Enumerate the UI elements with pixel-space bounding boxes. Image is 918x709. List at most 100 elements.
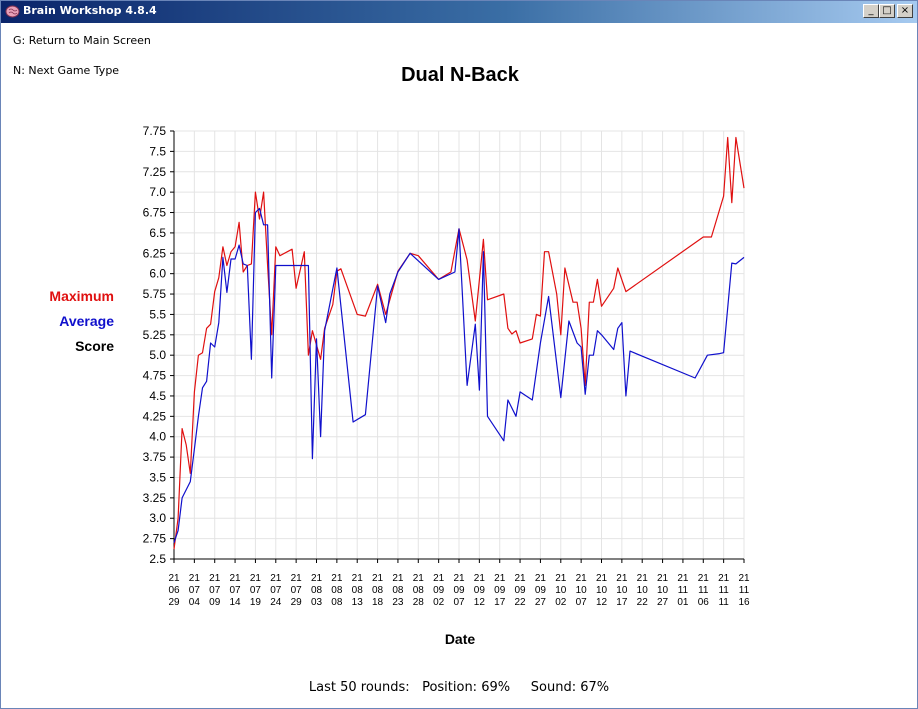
x-tick-label: 06 — [698, 597, 710, 608]
x-tick-label: 07 — [189, 585, 201, 596]
maximize-button[interactable]: □ — [879, 4, 895, 18]
x-tick-label: 21 — [596, 573, 608, 584]
x-tick-label: 09 — [535, 585, 547, 596]
y-tick-label: 3.75 — [143, 450, 167, 464]
x-tick-label: 07 — [270, 585, 282, 596]
x-tick-label: 09 — [433, 585, 445, 596]
y-tick-label: 6.25 — [143, 246, 167, 260]
y-tick-label: 7.25 — [143, 165, 167, 179]
x-tick-label: 21 — [453, 573, 465, 584]
x-tick-label: 02 — [555, 597, 567, 608]
x-tick-label: 21 — [291, 573, 303, 584]
y-axis: 2.5 2.75 3.0 3.25 3.5 3.75 4.0 4.25 4.5 4.75 5.0 5.… — [143, 124, 175, 566]
x-tick-label: 04 — [189, 597, 201, 608]
x-tick-label: 24 — [270, 597, 282, 608]
x-tick-label: 28 — [413, 597, 425, 608]
x-tick-label: 08 — [372, 585, 384, 596]
y-tick-label: 4.75 — [143, 369, 167, 383]
x-tick-label: 13 — [352, 597, 364, 608]
x-tick-label: 03 — [311, 597, 323, 608]
y-tick-label: 5.5 — [149, 307, 166, 321]
minimize-icon: _ — [868, 5, 874, 16]
x-tick-label: 21 — [392, 573, 404, 584]
x-tick-label: 06 — [168, 585, 180, 596]
x-tick-label: 12 — [474, 597, 486, 608]
chart-series — [173, 136, 745, 550]
x-tick-label: 11 — [739, 585, 750, 596]
y-tick-label: 2.5 — [149, 552, 166, 566]
x-tick-label: 11 — [718, 585, 729, 596]
x-tick-label: 19 — [250, 597, 262, 608]
chart-title: Dual N-Back — [401, 64, 520, 86]
x-tick-label: 12 — [596, 597, 608, 608]
x-tick-label: 11 — [698, 585, 709, 596]
x-tick-label: 21 — [474, 573, 486, 584]
brain-icon — [5, 5, 20, 18]
close-button[interactable]: × — [897, 4, 913, 18]
y-tick-label: 5.0 — [149, 348, 166, 362]
x-tick-label: 09 — [209, 597, 221, 608]
legend-maximum: Maximum — [49, 288, 114, 304]
x-tick-label: 08 — [392, 585, 404, 596]
x-tick-label: 07 — [453, 597, 465, 608]
x-tick-label: 08 — [331, 585, 343, 596]
x-tick-label: 17 — [494, 597, 506, 608]
x-tick-label: 21 — [372, 573, 384, 584]
x-tick-label: 21 — [311, 573, 323, 584]
hint-next-game: N: Next Game Type — [13, 64, 120, 77]
hint-main-screen: G: Return to Main Screen — [13, 34, 151, 47]
x-tick-label: 29 — [168, 597, 180, 608]
minimize-button[interactable]: _ — [863, 4, 879, 18]
x-tick-label: 08 — [311, 585, 323, 596]
x-tick-label: 10 — [576, 585, 588, 596]
y-tick-label: 6.0 — [149, 267, 166, 281]
x-tick-label: 07 — [250, 585, 262, 596]
y-tick-label: 7.5 — [149, 144, 166, 158]
x-tick-label: 10 — [555, 585, 567, 596]
x-tick-label: 21 — [168, 573, 180, 584]
x-tick-label: 21 — [250, 573, 262, 584]
legend-average: Average — [59, 313, 114, 329]
x-tick-label: 07 — [209, 585, 221, 596]
x-tick-label: 10 — [657, 585, 669, 596]
status-line: Last 50 rounds: Position: 69% Sound: 67% — [308, 680, 610, 695]
x-tick-label: 21 — [331, 573, 343, 584]
x-tick-label: 01 — [677, 597, 689, 608]
x-tick-label: 21 — [657, 573, 669, 584]
x-tick-label: 10 — [637, 585, 649, 596]
x-tick-label: 21 — [576, 573, 588, 584]
x-tick-label: 18 — [372, 597, 384, 608]
x-tick-label: 07 — [291, 585, 303, 596]
window-title: Brain Workshop 4.8.4 — [23, 4, 157, 17]
x-tick-label: 21 — [270, 573, 282, 584]
x-tick-label: 21 — [494, 573, 506, 584]
x-tick-label: 02 — [433, 597, 445, 608]
x-tick-label: 21 — [413, 573, 425, 584]
series-line-maximum — [173, 136, 745, 550]
x-tick-label: 10 — [616, 585, 628, 596]
x-axis-label: Date — [445, 631, 476, 647]
series-line-average — [173, 207, 745, 543]
x-tick-label: 09 — [474, 585, 486, 596]
y-tick-label: 5.75 — [143, 287, 167, 301]
x-tick-label: 27 — [657, 597, 669, 608]
x-tick-label: 21 — [433, 573, 445, 584]
x-tick-label: 14 — [230, 597, 242, 608]
y-tick-label: 5.25 — [143, 328, 167, 342]
y-tick-label: 6.5 — [149, 226, 166, 240]
y-tick-label: 6.75 — [143, 206, 167, 220]
y-tick-label: 4.25 — [143, 409, 167, 423]
x-tick-label: 21 — [352, 573, 364, 584]
y-tick-label: 3.5 — [149, 470, 166, 484]
close-icon: × — [900, 5, 910, 16]
x-tick-label: 08 — [413, 585, 425, 596]
x-tick-label: 08 — [352, 585, 364, 596]
title-bar[interactable]: Brain Workshop 4.8.4 _ □ × — [1, 1, 917, 23]
x-tick-label: 21 — [637, 573, 649, 584]
x-tick-label: 27 — [535, 597, 547, 608]
y-tick-label: 4.5 — [149, 389, 166, 403]
x-tick-label: 16 — [738, 597, 750, 608]
x-tick-label: 22 — [515, 597, 527, 608]
y-tick-label: 2.75 — [143, 532, 167, 546]
